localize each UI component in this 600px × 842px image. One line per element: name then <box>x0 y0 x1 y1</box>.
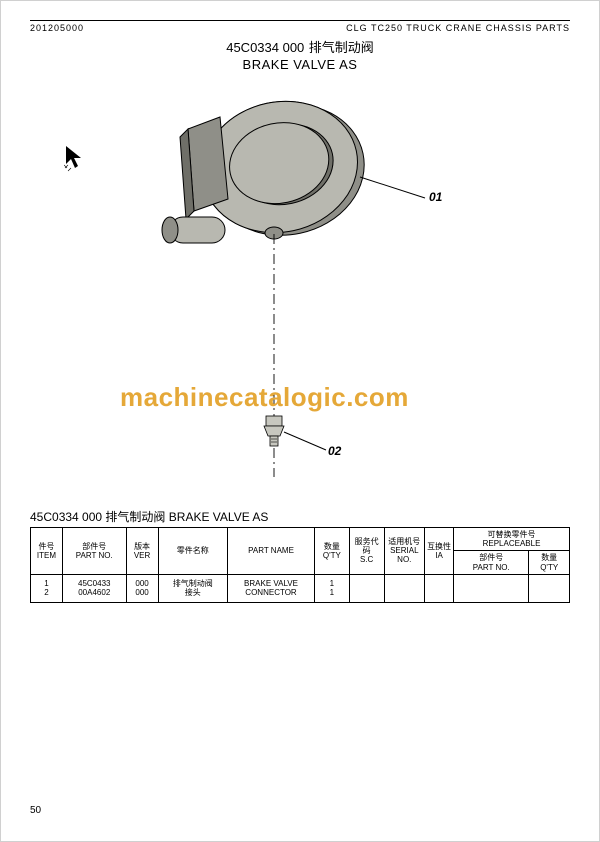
table-cell: 45C043300A4602 <box>62 574 126 602</box>
title-en: BRAKE VALVE AS <box>30 57 570 72</box>
page-header: 201205000 CLG TC250 TRUCK CRANE CHASSIS … <box>30 20 570 33</box>
title-code: 45C0334 000 <box>226 40 304 55</box>
th-qty: 数量 Q'TY <box>314 528 349 575</box>
model-line: CLG TC250 TRUCK CRANE CHASSIS PARTS <box>346 23 570 33</box>
table-cell: 12 <box>31 574 63 602</box>
parts-table: 件号 ITEM 部件号 PART NO. 版本 VER 零件名称 PART NA… <box>30 527 570 603</box>
page-number: 50 <box>30 805 41 816</box>
table-body: 1245C043300A4602000000排气制动阀接头BRAKE VALVE… <box>31 574 570 602</box>
table-row: 1245C043300A4602000000排气制动阀接头BRAKE VALVE… <box>31 574 570 602</box>
title-cn: 排气制动阀 <box>309 40 374 55</box>
th-replaceable: 可替换零件号 REPLACEABLE <box>454 528 570 551</box>
th-ver: 版本 VER <box>126 528 158 575</box>
title-block: 45C0334 000 排气制动阀 BRAKE VALVE AS <box>30 37 570 72</box>
table-header: 件号 ITEM 部件号 PART NO. 版本 VER 零件名称 PART NA… <box>31 528 570 575</box>
diagram-area: machinecatalogic.com 01 02 <box>30 72 570 502</box>
table-cell: 000000 <box>126 574 158 602</box>
doc-number: 201205000 <box>30 23 84 33</box>
th-ia: 互换性 IA <box>425 528 454 575</box>
title-line-1: 45C0334 000 排气制动阀 <box>30 37 570 57</box>
callout-01: 01 <box>429 190 442 204</box>
cursor-icon <box>64 144 86 177</box>
th-rep-qty: 数量 Q'TY <box>529 551 570 574</box>
table-cell <box>349 574 384 602</box>
table-title-cn: 排气制动阀 <box>105 510 165 524</box>
table-cell: 排气制动阀接头 <box>158 574 228 602</box>
th-serial: 适用机号 SERIAL NO. <box>384 528 425 575</box>
table-title-en: BRAKE VALVE AS <box>169 510 269 524</box>
table-cell: 11 <box>314 574 349 602</box>
part-diagram <box>30 72 570 502</box>
page-content: 201205000 CLG TC250 TRUCK CRANE CHASSIS … <box>30 20 570 822</box>
watermark-text: machinecatalogic.com <box>120 382 409 413</box>
table-cell <box>529 574 570 602</box>
table-cell: BRAKE VALVECONNECTOR <box>228 574 315 602</box>
th-item: 件号 ITEM <box>31 528 63 575</box>
callout-02: 02 <box>328 444 341 458</box>
th-partno: 部件号 PART NO. <box>62 528 126 575</box>
th-enname: PART NAME <box>228 528 315 575</box>
table-cell <box>384 574 425 602</box>
table-cell <box>425 574 454 602</box>
table-title: 45C0334 000 排气制动阀 BRAKE VALVE AS <box>30 508 570 525</box>
th-sc: 服务代码 S.C <box>349 528 384 575</box>
table-cell <box>454 574 529 602</box>
table-title-code: 45C0334 000 <box>30 510 102 524</box>
th-rep-partno: 部件号 PART NO. <box>454 551 529 574</box>
th-cnname: 零件名称 <box>158 528 228 575</box>
